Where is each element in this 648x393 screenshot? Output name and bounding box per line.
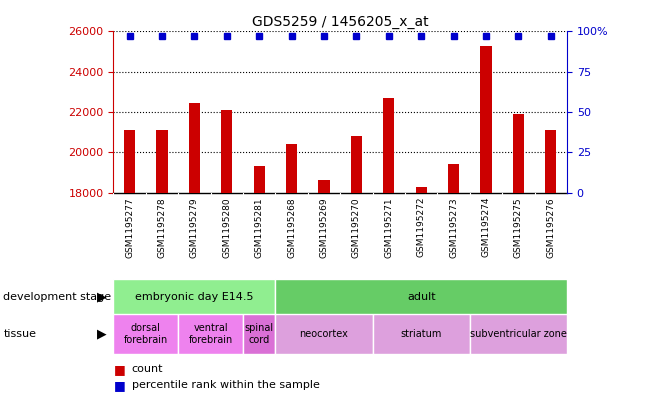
- Text: GSM1195279: GSM1195279: [190, 197, 199, 257]
- Text: GSM1195270: GSM1195270: [352, 197, 361, 257]
- Bar: [178, 314, 243, 354]
- Bar: [286, 144, 297, 193]
- Bar: [373, 314, 470, 354]
- Text: GSM1195281: GSM1195281: [255, 197, 264, 257]
- Text: GSM1195276: GSM1195276: [546, 197, 555, 257]
- Bar: [545, 130, 557, 193]
- Bar: [275, 314, 373, 354]
- Bar: [383, 98, 395, 193]
- Text: adult: adult: [407, 292, 435, 302]
- Text: ▶: ▶: [97, 327, 107, 341]
- Bar: [243, 314, 275, 354]
- Text: GSM1195271: GSM1195271: [384, 197, 393, 257]
- Bar: [351, 136, 362, 193]
- Bar: [480, 46, 492, 193]
- Text: spinal
cord: spinal cord: [245, 323, 273, 345]
- Bar: [318, 180, 330, 193]
- Text: development stage: development stage: [3, 292, 111, 302]
- Bar: [113, 279, 275, 314]
- Text: ■: ■: [113, 363, 125, 376]
- Text: GSM1195280: GSM1195280: [222, 197, 231, 257]
- Bar: [221, 110, 233, 193]
- Bar: [415, 187, 427, 193]
- Bar: [275, 279, 567, 314]
- Bar: [253, 166, 265, 193]
- Text: GSM1195278: GSM1195278: [157, 197, 167, 257]
- Text: ventral
forebrain: ventral forebrain: [189, 323, 233, 345]
- Title: GDS5259 / 1456205_x_at: GDS5259 / 1456205_x_at: [252, 15, 428, 29]
- Bar: [448, 164, 459, 193]
- Text: GSM1195268: GSM1195268: [287, 197, 296, 257]
- Text: tissue: tissue: [3, 329, 36, 339]
- Text: neocortex: neocortex: [299, 329, 349, 339]
- Text: GSM1195277: GSM1195277: [125, 197, 134, 257]
- Text: subventricular zone: subventricular zone: [470, 329, 567, 339]
- Bar: [470, 314, 567, 354]
- Text: striatum: striatum: [400, 329, 442, 339]
- Bar: [113, 314, 178, 354]
- Text: dorsal
forebrain: dorsal forebrain: [124, 323, 168, 345]
- Text: GSM1195269: GSM1195269: [319, 197, 329, 257]
- Text: GSM1195273: GSM1195273: [449, 197, 458, 257]
- Bar: [513, 114, 524, 193]
- Bar: [189, 103, 200, 193]
- Text: GSM1195272: GSM1195272: [417, 197, 426, 257]
- Text: GSM1195275: GSM1195275: [514, 197, 523, 257]
- Text: embryonic day E14.5: embryonic day E14.5: [135, 292, 253, 302]
- Text: count: count: [132, 364, 163, 375]
- Bar: [156, 130, 168, 193]
- Bar: [124, 130, 135, 193]
- Text: ▶: ▶: [97, 290, 107, 303]
- Text: GSM1195274: GSM1195274: [481, 197, 491, 257]
- Text: percentile rank within the sample: percentile rank within the sample: [132, 380, 319, 390]
- Text: ■: ■: [113, 378, 125, 392]
